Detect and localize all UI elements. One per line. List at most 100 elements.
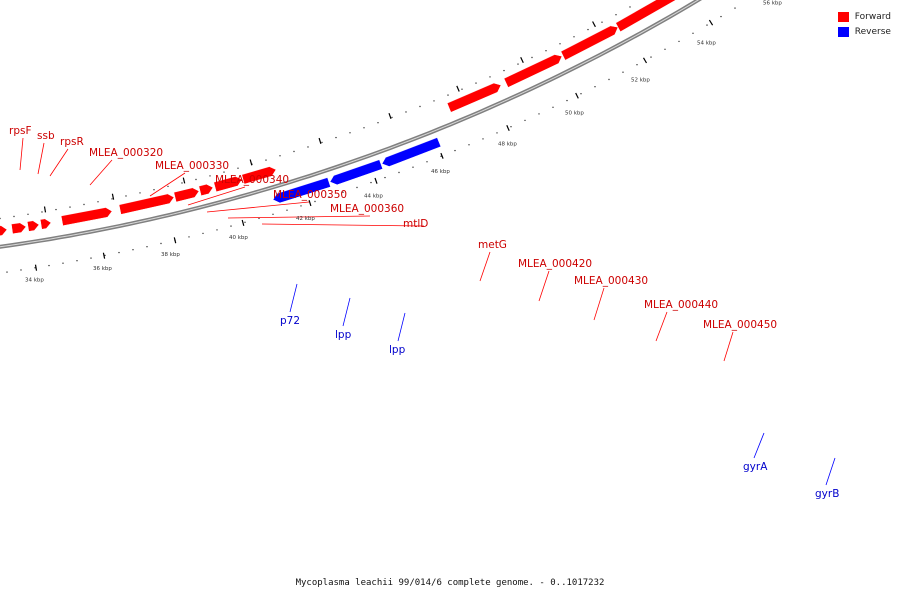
- gene-features: [0, 0, 677, 236]
- tick-label: 34 kbp: [25, 278, 44, 284]
- minor-tick-dot: [678, 40, 680, 43]
- minor-tick-dot: [307, 146, 309, 148]
- minor-tick-dot: [27, 213, 29, 215]
- forward-leader-line: [227, 215, 371, 219]
- minor-tick-dot: [237, 167, 239, 169]
- minor-tick-dots: [0, 6, 736, 273]
- reverse-leader-line: [342, 297, 351, 327]
- minor-tick-dot: [538, 113, 540, 115]
- minor-tick-dot: [258, 217, 260, 220]
- forward-gene-arrow-highlight: [11, 222, 20, 225]
- legend-label-reverse: Reverse: [854, 26, 891, 37]
- forward-gene-label: MLEA_000440: [644, 299, 718, 311]
- major-tick: [642, 57, 648, 64]
- reverse-gene-label: lpp: [389, 344, 406, 356]
- minor-tick-dot: [41, 211, 43, 213]
- minor-tick-dot: [342, 191, 344, 193]
- forward-gene-arrow-highlight: [118, 193, 168, 206]
- forward-gene-arrow-highlight: [61, 206, 106, 217]
- minor-tick-dot: [195, 178, 197, 181]
- major-tick: [34, 264, 38, 271]
- forward-gene-arrow: [11, 222, 27, 235]
- minor-tick-dot: [405, 111, 407, 113]
- minor-tick-dot: [55, 208, 57, 211]
- minor-tick-dot: [69, 206, 71, 208]
- minor-tick-dot: [125, 195, 127, 197]
- major-tick: [456, 85, 460, 92]
- minor-tick-dot: [265, 159, 267, 161]
- minor-tick-dot: [349, 132, 351, 134]
- forward-leader-line: [655, 311, 668, 342]
- tick-label: 50 kbp: [565, 111, 584, 117]
- minor-tick-dot: [48, 264, 50, 267]
- minor-tick-dot: [580, 93, 582, 95]
- minor-tick-dot: [601, 21, 603, 23]
- minor-tick-dot: [370, 181, 372, 184]
- major-tick: [249, 159, 253, 166]
- reverse-gene-arrow-highlight: [385, 136, 438, 158]
- forward-gene-label: ssb: [37, 130, 55, 142]
- forward-leader-line: [538, 270, 550, 302]
- major-tick: [374, 177, 378, 184]
- major-tick: [318, 137, 322, 144]
- forward-leader-line: [261, 223, 425, 227]
- minor-tick-dot: [202, 232, 204, 235]
- forward-gene-label: MLEA_000340: [215, 174, 289, 186]
- major-tick: [308, 200, 312, 207]
- reverse-gene-label: p72: [280, 315, 300, 327]
- minor-tick-dot: [384, 176, 386, 179]
- minor-tick-dot: [664, 48, 666, 50]
- minor-tick-dot: [636, 63, 638, 66]
- minor-tick-dot: [321, 141, 323, 144]
- reverse-gene-arrow: [329, 159, 384, 186]
- minor-tick-dot: [503, 69, 505, 72]
- minor-tick-dot: [118, 251, 120, 254]
- forward-gene-arrow-highlight: [615, 0, 657, 24]
- minor-tick-dot: [356, 186, 358, 189]
- minor-tick-dot: [475, 82, 477, 84]
- minor-tick-dot: [552, 106, 554, 109]
- legend-item-forward: Forward: [837, 9, 891, 24]
- minor-tick-dot: [559, 43, 561, 45]
- legend-item-reverse: Reverse: [837, 24, 891, 39]
- reverse-swatch: [837, 26, 849, 37]
- forward-leader-line: [593, 287, 605, 321]
- forward-leader-line: [149, 172, 186, 197]
- minor-tick-dot: [419, 105, 421, 108]
- minor-tick-dot: [622, 71, 624, 73]
- minor-tick-dot: [62, 262, 64, 264]
- forward-gene-arrow-highlight: [213, 175, 236, 183]
- major-tick: [575, 92, 579, 99]
- minor-tick-dot: [531, 56, 533, 59]
- minor-tick-dot: [153, 189, 155, 191]
- major-tick: [592, 21, 596, 28]
- reverse-leader-line: [397, 312, 406, 342]
- forward-gene-label: metG: [478, 239, 507, 251]
- minor-tick-dot: [615, 14, 617, 16]
- forward-gene-arrow: [0, 225, 8, 236]
- forward-gene-label: rpsR: [60, 136, 84, 148]
- minor-tick-dot: [328, 196, 330, 198]
- minor-tick-dot: [76, 260, 78, 262]
- minor-tick-dot: [524, 119, 526, 122]
- forward-leader-line: [206, 201, 310, 213]
- forward-gene-label: MLEA_000350: [273, 189, 347, 201]
- minor-tick-dot: [216, 229, 218, 231]
- forward-gene-label: MLEA_000420: [518, 258, 592, 270]
- forward-gene-arrow: [26, 220, 40, 232]
- minor-tick-dot: [13, 215, 15, 218]
- forward-gene-arrow-highlight: [241, 166, 270, 175]
- minor-tick-dot: [594, 86, 596, 88]
- minor-tick-dot: [188, 236, 190, 238]
- minor-tick-dot: [335, 136, 337, 139]
- minor-tick-dot: [181, 182, 183, 184]
- forward-leader-line: [89, 159, 113, 186]
- minor-tick-dot: [433, 100, 435, 102]
- minor-tick-dot: [629, 6, 631, 8]
- minor-tick-dot: [391, 116, 393, 119]
- minor-tick-dot: [97, 201, 99, 203]
- forward-gene-arrow-highlight: [173, 187, 193, 193]
- major-tick: [173, 237, 177, 244]
- tick-label: 56 kbp: [763, 0, 782, 6]
